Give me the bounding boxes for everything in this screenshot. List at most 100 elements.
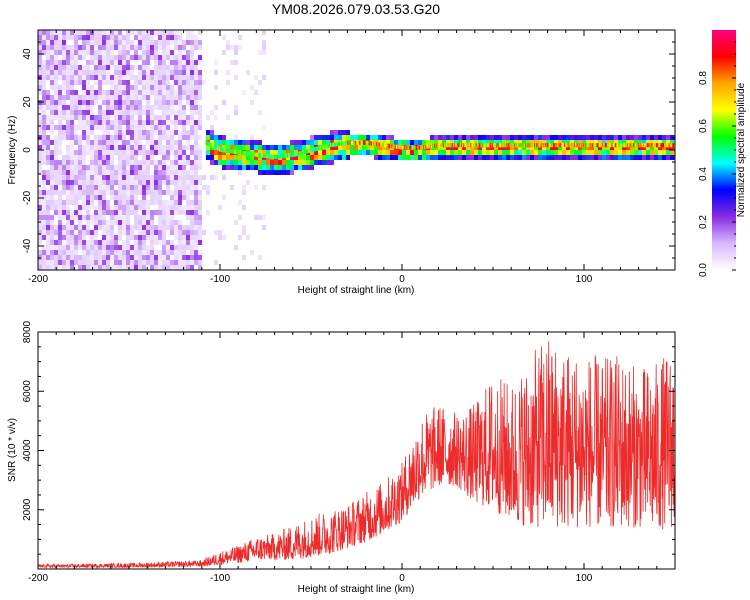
spectrogram-cell bbox=[174, 235, 178, 240]
spectrogram-cell bbox=[158, 250, 162, 255]
spectrogram-cell bbox=[210, 125, 214, 130]
spectrogram-cell bbox=[150, 190, 154, 195]
spectrogram-cell bbox=[230, 155, 234, 160]
spectrogram-cell bbox=[458, 150, 462, 155]
spectrogram-cell bbox=[190, 80, 194, 85]
spectrogram-cell bbox=[166, 105, 170, 110]
spectrogram-cell bbox=[214, 160, 218, 165]
spectrogram-cell bbox=[102, 45, 106, 50]
spectrogram-cell bbox=[102, 225, 106, 230]
spectrogram-cell bbox=[534, 135, 538, 140]
spectrogram-cell bbox=[54, 135, 58, 140]
spectrogram-cell bbox=[182, 255, 186, 260]
spectrogram-cell bbox=[78, 165, 82, 170]
spectrogram-cell bbox=[274, 170, 278, 175]
spectrogram-cell bbox=[46, 230, 50, 235]
spectrogram-cell bbox=[126, 65, 130, 70]
spectrogram-cell bbox=[126, 210, 130, 215]
spectrogram-cell bbox=[118, 180, 122, 185]
spectrogram-cell bbox=[150, 80, 154, 85]
spectrogram-cell bbox=[118, 110, 122, 115]
spectrogram-cell bbox=[194, 245, 198, 250]
spectrogram-cell bbox=[94, 55, 98, 60]
spectrogram-cell bbox=[178, 120, 182, 125]
spectrogram-cell bbox=[74, 195, 78, 200]
spectrogram-cell bbox=[102, 260, 106, 265]
spectrogram-cell bbox=[130, 160, 134, 165]
spectrogram-cell bbox=[98, 180, 102, 185]
spectrogram-cell bbox=[126, 120, 130, 125]
spectrogram-cell bbox=[126, 60, 130, 65]
spectrogram-cell bbox=[106, 120, 110, 125]
spectrogram-cell bbox=[246, 145, 250, 150]
spectrogram-cell bbox=[122, 85, 126, 90]
spectrogram-cell bbox=[194, 180, 198, 185]
spectrogram-cell bbox=[82, 145, 86, 150]
spectrogram-cell bbox=[86, 255, 90, 260]
spectrogram-cell bbox=[430, 140, 434, 145]
spectrogram-cell bbox=[258, 110, 262, 115]
spectrogram-cell bbox=[106, 140, 110, 145]
spectrogram-cell bbox=[46, 220, 50, 225]
spectrogram-cell bbox=[70, 150, 74, 155]
spectrogram-cell bbox=[50, 120, 54, 125]
spectrogram-x-ticks: -200 -100 0 100 bbox=[28, 30, 676, 285]
spectrogram-cell bbox=[86, 265, 90, 270]
spectrogram-cell bbox=[214, 150, 218, 155]
spectrogram-cell bbox=[178, 155, 182, 160]
spectrogram-cell bbox=[62, 260, 66, 265]
spectrogram-cell bbox=[190, 200, 194, 205]
spectrogram-cell bbox=[78, 150, 82, 155]
spectrogram-cell bbox=[190, 55, 194, 60]
spectrogram-cell bbox=[66, 235, 70, 240]
spectrogram-cell bbox=[62, 200, 66, 205]
spectrogram-cell bbox=[546, 135, 550, 140]
spectrogram-cell bbox=[118, 150, 122, 155]
spectrogram-cell bbox=[134, 35, 138, 40]
spectrogram-cell bbox=[46, 50, 50, 55]
spectrogram-cell bbox=[150, 150, 154, 155]
spectrogram-cell bbox=[146, 120, 150, 125]
spectrogram-cell bbox=[86, 240, 90, 245]
spectrogram-cell bbox=[222, 235, 226, 240]
spectrogram-cell bbox=[506, 150, 510, 155]
spectrogram-cell bbox=[94, 170, 98, 175]
spectrogram-cell bbox=[130, 200, 134, 205]
spectrogram-cell bbox=[114, 190, 118, 195]
spectrogram-cell bbox=[654, 150, 658, 155]
spectrogram-cell bbox=[174, 90, 178, 95]
spectrogram-cell bbox=[186, 170, 190, 175]
spectrogram-cell bbox=[78, 230, 82, 235]
spectrogram-cell bbox=[86, 260, 90, 265]
spectrogram-cell bbox=[286, 170, 290, 175]
spectrogram-cell bbox=[126, 240, 130, 245]
spectrogram-cell bbox=[122, 65, 126, 70]
spectrogram-cell bbox=[210, 140, 214, 145]
spectrogram-cell bbox=[538, 150, 542, 155]
spectrogram-cell bbox=[158, 195, 162, 200]
spectrogram-cell bbox=[134, 220, 138, 225]
spectrogram-cell bbox=[190, 145, 194, 150]
spectrogram-cell bbox=[134, 255, 138, 260]
spectrogram-cell bbox=[490, 140, 494, 145]
spectrogram-cell bbox=[190, 60, 194, 65]
spectrogram-cell bbox=[194, 120, 198, 125]
spectrogram-cell bbox=[154, 60, 158, 65]
spectrogram-cell bbox=[318, 135, 322, 140]
spectrogram-cell bbox=[198, 195, 202, 200]
spectrogram-cell bbox=[146, 55, 150, 60]
spectrogram-cell bbox=[90, 55, 94, 60]
spectrogram-cell bbox=[538, 145, 542, 150]
spectrogram-cell bbox=[78, 245, 82, 250]
spectrogram-cell bbox=[70, 145, 74, 150]
spectrogram-cell bbox=[262, 150, 266, 155]
spectrogram-cell bbox=[414, 150, 418, 155]
spectrogram-cell bbox=[190, 175, 194, 180]
spectrogram-cell bbox=[110, 180, 114, 185]
spectrogram-cell bbox=[102, 235, 106, 240]
spectrogram-cell bbox=[110, 50, 114, 55]
spectrogram-cell bbox=[454, 150, 458, 155]
spectrogram-cell bbox=[38, 125, 42, 130]
spectrogram-cell bbox=[150, 210, 154, 215]
spectrogram-cell bbox=[222, 160, 226, 165]
